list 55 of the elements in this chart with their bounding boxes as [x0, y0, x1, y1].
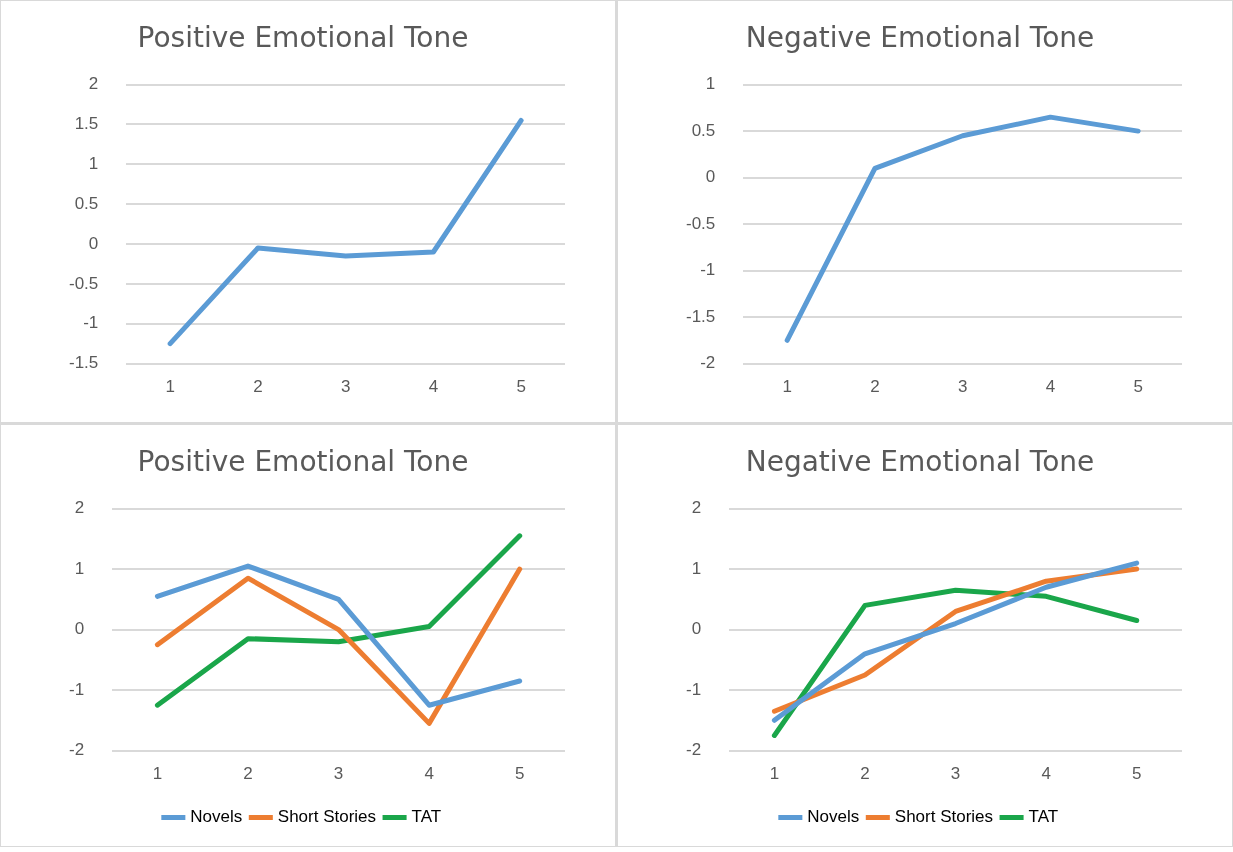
y-tick-label: 0 — [691, 619, 702, 639]
x-tick-label: 4 — [428, 377, 439, 397]
x-tick-label: 2 — [243, 764, 253, 784]
x-tick-label: 1 — [152, 764, 163, 784]
y-tick-label: -2 — [685, 740, 702, 760]
y-tick-label: -1.5 — [69, 353, 99, 373]
y-tick-label: 1.5 — [74, 114, 99, 134]
chart-title: Negative Emotional Tone — [745, 21, 1095, 55]
x-tick-label: 2 — [253, 377, 263, 397]
y-tick-label: -0.5 — [686, 213, 716, 233]
x-tick-label: 2 — [870, 377, 880, 397]
x-tick-label: 3 — [340, 377, 351, 397]
legend-label: Novels — [807, 807, 860, 827]
legend-label: Short Stories — [894, 807, 994, 827]
y-tick-label: 0.5 — [691, 120, 716, 140]
x-tick-label: 2 — [860, 764, 870, 784]
y-tick-label: 2 — [74, 498, 85, 518]
x-tick-label: 3 — [333, 764, 344, 784]
x-tick-label: 5 — [514, 764, 525, 784]
y-tick-label: 1 — [74, 558, 85, 578]
legend-label: TAT — [411, 807, 442, 827]
x-tick-label: 5 — [1133, 377, 1143, 397]
legend-label: TAT — [1028, 807, 1059, 827]
y-tick-label: 2 — [88, 74, 99, 94]
x-tick-label: 3 — [950, 764, 961, 784]
x-tick-label: 4 — [424, 764, 434, 784]
y-tick-label: -2 — [700, 353, 716, 373]
x-tick-label: 5 — [516, 377, 526, 397]
x-tick-label: 1 — [165, 377, 175, 397]
y-tick-label: 0 — [74, 619, 85, 639]
x-tick-label: 3 — [957, 377, 968, 397]
chart-title: Positive Emotional Tone — [137, 445, 469, 479]
chart-title: Positive Emotional Tone — [137, 21, 469, 55]
x-tick-label: 4 — [1045, 377, 1056, 397]
legend-label: Novels — [190, 807, 243, 827]
y-tick-label: 1 — [705, 74, 716, 94]
y-tick-label: -1 — [700, 260, 716, 280]
y-tick-label: -1 — [685, 679, 702, 699]
legend-label: Short Stories — [277, 807, 377, 827]
y-tick-label: 0 — [88, 233, 99, 253]
y-tick-label: -2 — [68, 740, 85, 760]
y-tick-label: -1.5 — [686, 306, 716, 326]
x-tick-label: 1 — [769, 764, 780, 784]
x-tick-label: 1 — [782, 377, 792, 397]
y-tick-label: -1 — [83, 313, 99, 333]
y-tick-label: 2 — [691, 498, 702, 518]
chart-title: Negative Emotional Tone — [745, 445, 1095, 479]
y-tick-label: -1 — [68, 679, 85, 699]
y-tick-label: 0 — [705, 167, 716, 187]
y-tick-label: 1 — [691, 558, 702, 578]
y-tick-label: 1 — [88, 154, 99, 173]
x-tick-label: 4 — [1041, 764, 1051, 784]
x-tick-label: 5 — [1131, 764, 1142, 784]
y-tick-label: -0.5 — [69, 273, 99, 293]
y-tick-label: 0.5 — [74, 193, 99, 213]
